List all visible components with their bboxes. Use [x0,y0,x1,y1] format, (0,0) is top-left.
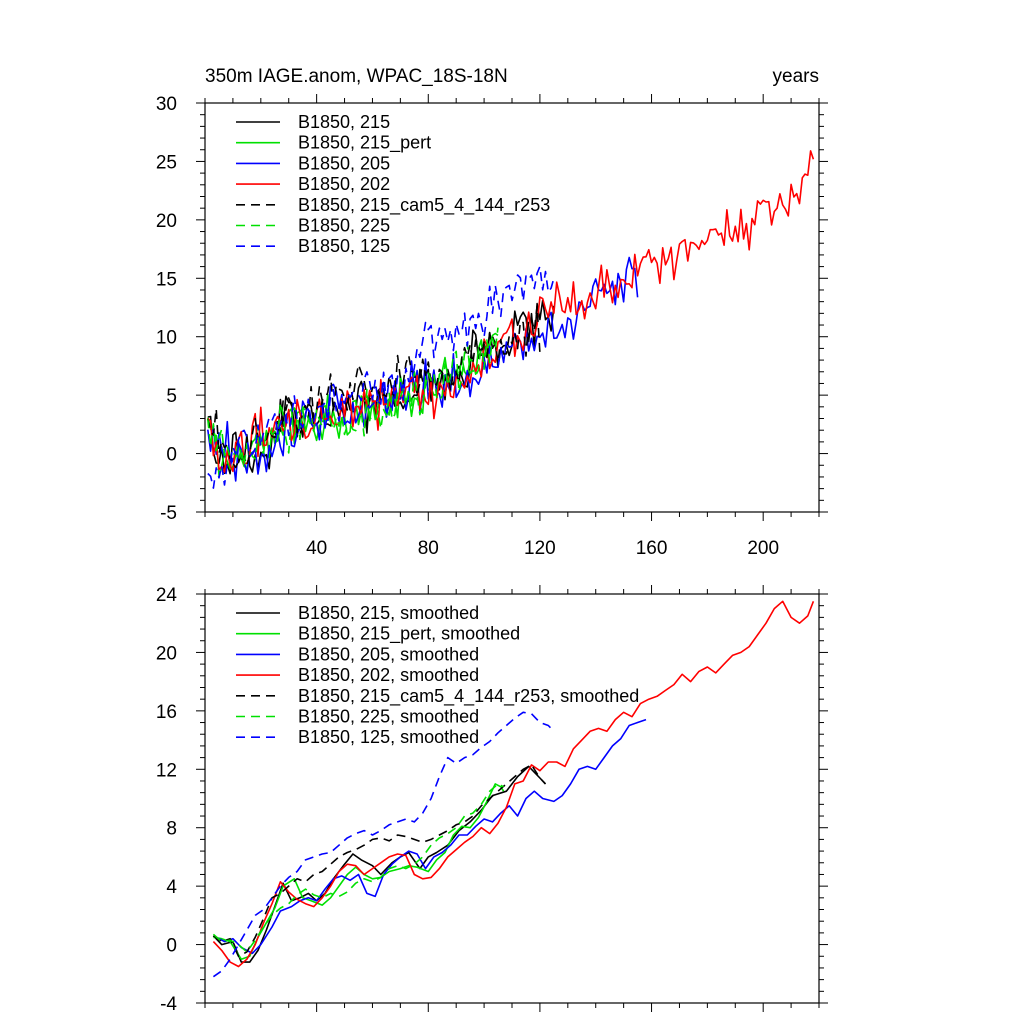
legend-label: B1850, 125 [298,236,390,256]
series-line-6 [207,327,499,467]
series-line-7 [207,265,555,489]
y-tick-label: 24 [156,585,178,606]
series-line-3 [215,718,647,955]
y-tick-label: 4 [166,877,177,898]
legend-label: B1850, 215_cam5_4_144_r253 [298,195,550,216]
x-tick-label: 160 [636,538,668,559]
series-lines [207,150,815,489]
legend-label: B1850, 215, smoothed [298,603,479,623]
y-tick-label: 20 [156,643,177,664]
series-line-4 [207,150,815,473]
series-line-6 [212,783,504,953]
legend-label: B1850, 215_pert, smoothed [298,624,520,645]
y-tick-label: 8 [166,819,177,840]
y-tick-label: 20 [156,211,177,232]
y-tick-label: 25 [156,152,177,173]
legend-label: B1850, 215 [298,112,390,132]
y-tick-label: 12 [156,760,177,781]
x-tick-label: 80 [418,538,439,559]
series-line-5 [212,764,547,958]
y-tick-label: 16 [156,702,177,723]
legend-label: B1850, 202 [298,174,390,194]
y-tick-label: 15 [156,269,177,290]
legend-label: B1850, 225, smoothed [298,707,479,727]
x-tick-label: 120 [524,538,556,559]
series-line-4 [212,600,815,968]
top-panel-timeseries: 350m IAGE.anom, WPAC_18S-18N years 40 80 1… [156,66,828,559]
y-tick-label: 10 [156,328,177,349]
legend-label: B1850, 125, smoothed [298,727,479,747]
legend-label: B1850, 225 [298,216,390,236]
x-tick-label: 40 [306,538,327,559]
y-tick-label: 0 [166,445,177,466]
legend-label: B1850, 215_pert [298,133,431,154]
legend-label: B1850, 205 [298,153,390,173]
y-tick-label: -5 [160,503,177,524]
chart-title-right: years [773,66,819,87]
y-tick-label: 0 [166,936,177,957]
legend-label: B1850, 205, smoothed [298,644,479,664]
series-line-7 [212,711,552,978]
x-tick-label: 200 [747,538,779,559]
series-line-2 [213,783,505,960]
y-tick-label: -4 [160,994,177,1015]
y-tick-label: 5 [166,386,177,407]
series-lines [212,600,815,978]
legend-label: B1850, 202, smoothed [298,665,479,685]
chart-title: 350m IAGE.anom, WPAC_18S-18N [205,66,508,87]
legend-label: B1850, 215_cam5_4_144_r253, smoothed [298,686,639,707]
y-tick-label: 30 [156,94,177,115]
